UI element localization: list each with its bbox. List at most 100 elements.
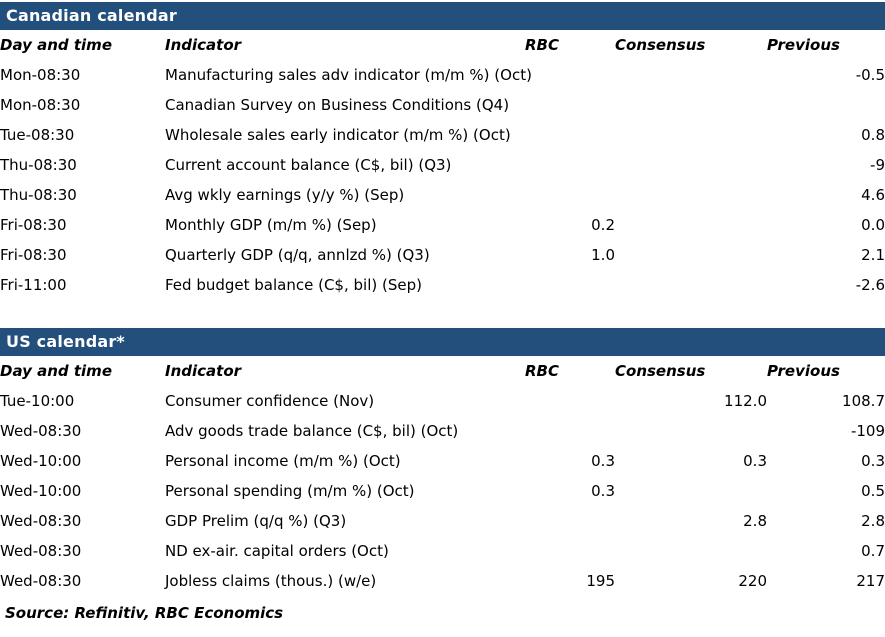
table-row: Thu-08:30 Current account balance (C$, bi… xyxy=(0,150,885,180)
cell-consensus xyxy=(615,270,767,300)
cell-previous: 0.8 xyxy=(861,126,885,144)
cell-rbc: 0.2 xyxy=(591,216,615,234)
cell-day-and-time: Fri-08:30 xyxy=(0,216,67,234)
cell-previous: -0.5 xyxy=(855,66,885,84)
cell-previous: 0.7 xyxy=(861,542,885,560)
cell-previous: 108.7 xyxy=(842,392,885,410)
cell-indicator: Canadian Survey on Business Conditions (… xyxy=(165,96,510,114)
us-calendar-title: US calendar* xyxy=(6,332,126,351)
cell-day-and-time: Thu-08:30 xyxy=(0,156,77,174)
table-row: Mon-08:30 Canadian Survey on Business Con… xyxy=(0,90,885,120)
cell-day-and-time: Fri-08:30 xyxy=(0,246,67,264)
column-header-consensus: Consensus xyxy=(615,362,706,380)
cell-previous: -109 xyxy=(850,422,885,440)
table-row: Fri-08:30 Monthly GDP (m/m %) (Sep) 0.2 0.0 xyxy=(0,210,885,240)
canadian-calendar-title-bar: Canadian calendar xyxy=(0,2,885,30)
cell-indicator: GDP Prelim (q/q %) (Q3) xyxy=(165,512,347,530)
cell-rbc xyxy=(525,150,615,180)
cell-consensus: 220 xyxy=(738,572,767,590)
cell-day-and-time: Wed-10:00 xyxy=(0,452,82,470)
cell-rbc: 195 xyxy=(586,572,615,590)
cell-consensus: 112.0 xyxy=(724,392,767,410)
cell-previous: -2.6 xyxy=(855,276,885,294)
cell-previous: 217 xyxy=(856,572,885,590)
cell-consensus xyxy=(615,90,767,120)
cell-previous: 0.5 xyxy=(861,482,885,500)
cell-day-and-time: Wed-08:30 xyxy=(0,542,82,560)
table-row: Fri-11:00 Fed budget balance (C$, bil) (S… xyxy=(0,270,885,300)
cell-consensus xyxy=(615,180,767,210)
column-header-day-and-time: Day and time xyxy=(0,36,112,54)
cell-rbc xyxy=(525,120,615,150)
us-calendar-table: Day and time Indicator RBC Consensus Pre… xyxy=(0,356,885,596)
cell-rbc xyxy=(525,270,615,300)
cell-rbc: 1.0 xyxy=(591,246,615,264)
cell-rbc: 0.3 xyxy=(591,452,615,470)
cell-rbc xyxy=(525,416,615,446)
cell-indicator: Adv goods trade balance (C$, bil) (Oct) xyxy=(165,422,459,440)
cell-indicator: Wholesale sales early indicator (m/m %) … xyxy=(165,126,511,144)
cell-day-and-time: Wed-08:30 xyxy=(0,422,82,440)
cell-day-and-time: Tue-10:00 xyxy=(0,392,75,410)
cell-consensus: 2.8 xyxy=(743,512,767,530)
cell-rbc xyxy=(525,60,615,90)
cell-consensus xyxy=(615,60,767,90)
cell-indicator: Personal spending (m/m %) (Oct) xyxy=(165,482,415,500)
cell-day-and-time: Thu-08:30 xyxy=(0,186,77,204)
cell-previous: 2.1 xyxy=(861,246,885,264)
cell-indicator: Manufacturing sales adv indicator (m/m %… xyxy=(165,66,532,84)
cell-day-and-time: Wed-08:30 xyxy=(0,572,82,590)
cell-rbc xyxy=(525,536,615,566)
section-gap xyxy=(0,300,885,328)
column-header-rbc: RBC xyxy=(525,362,559,380)
table-row: Thu-08:30 Avg wkly earnings (y/y %) (Sep)… xyxy=(0,180,885,210)
cell-day-and-time: Tue-08:30 xyxy=(0,126,75,144)
cell-previous: 4.6 xyxy=(861,186,885,204)
cell-indicator: Fed budget balance (C$, bil) (Sep) xyxy=(165,276,422,294)
cell-consensus xyxy=(615,416,767,446)
cell-consensus xyxy=(615,476,767,506)
cell-rbc: 0.3 xyxy=(591,482,615,500)
cell-consensus xyxy=(615,536,767,566)
canadian-calendar-title: Canadian calendar xyxy=(6,6,177,25)
table-row: Wed-10:00 Personal spending (m/m %) (Oct)… xyxy=(0,476,885,506)
us-calendar-title-bar: US calendar* xyxy=(0,328,885,356)
cell-consensus xyxy=(615,120,767,150)
cell-indicator: Avg wkly earnings (y/y %) (Sep) xyxy=(165,186,405,204)
cell-day-and-time: Wed-08:30 xyxy=(0,512,82,530)
cell-indicator: Personal income (m/m %) (Oct) xyxy=(165,452,401,470)
cell-day-and-time: Mon-08:30 xyxy=(0,66,81,84)
table-row: Wed-08:30 Jobless claims (thous.) (w/e) 19… xyxy=(0,566,885,596)
cell-consensus xyxy=(615,240,767,270)
cell-consensus xyxy=(615,150,767,180)
cell-previous: 2.8 xyxy=(861,512,885,530)
column-header-indicator: Indicator xyxy=(165,36,242,54)
cell-previous xyxy=(767,90,885,120)
cell-previous: -9 xyxy=(870,156,885,174)
table-row: Mon-08:30 Manufacturing sales adv indicat… xyxy=(0,60,885,90)
cell-day-and-time: Fri-11:00 xyxy=(0,276,67,294)
canadian-calendar-body: Mon-08:30 Manufacturing sales adv indicat… xyxy=(0,60,885,300)
us-calendar-header-row: Day and time Indicator RBC Consensus Pre… xyxy=(0,356,885,386)
table-row: Wed-10:00 Personal income (m/m %) (Oct) 0.… xyxy=(0,446,885,476)
table-row: Fri-08:30 Quarterly GDP (q/q, annlzd %) (… xyxy=(0,240,885,270)
cell-indicator: ND ex-air. capital orders (Oct) xyxy=(165,542,389,560)
cell-rbc xyxy=(525,386,615,416)
column-header-rbc: RBC xyxy=(525,36,559,54)
table-row: Tue-10:00 Consumer confidence (Nov) 112.0 1… xyxy=(0,386,885,416)
cell-indicator: Current account balance (C$, bil) (Q3) xyxy=(165,156,452,174)
cell-rbc xyxy=(525,506,615,536)
canadian-calendar-table: Day and time Indicator RBC Consensus Pre… xyxy=(0,30,885,300)
cell-previous: 0.3 xyxy=(861,452,885,470)
table-row: Wed-08:30 ND ex-air. capital orders (Oct)… xyxy=(0,536,885,566)
column-header-indicator: Indicator xyxy=(165,362,242,380)
table-row: Tue-08:30 Wholesale sales early indicator… xyxy=(0,120,885,150)
table-row: Wed-08:30 GDP Prelim (q/q %) (Q3) 2.8 2.8 xyxy=(0,506,885,536)
cell-day-and-time: Mon-08:30 xyxy=(0,96,81,114)
column-header-previous: Previous xyxy=(767,362,840,380)
cell-rbc xyxy=(525,90,615,120)
cell-indicator: Jobless claims (thous.) (w/e) xyxy=(165,572,377,590)
cell-consensus xyxy=(615,210,767,240)
cell-indicator: Consumer confidence (Nov) xyxy=(165,392,375,410)
